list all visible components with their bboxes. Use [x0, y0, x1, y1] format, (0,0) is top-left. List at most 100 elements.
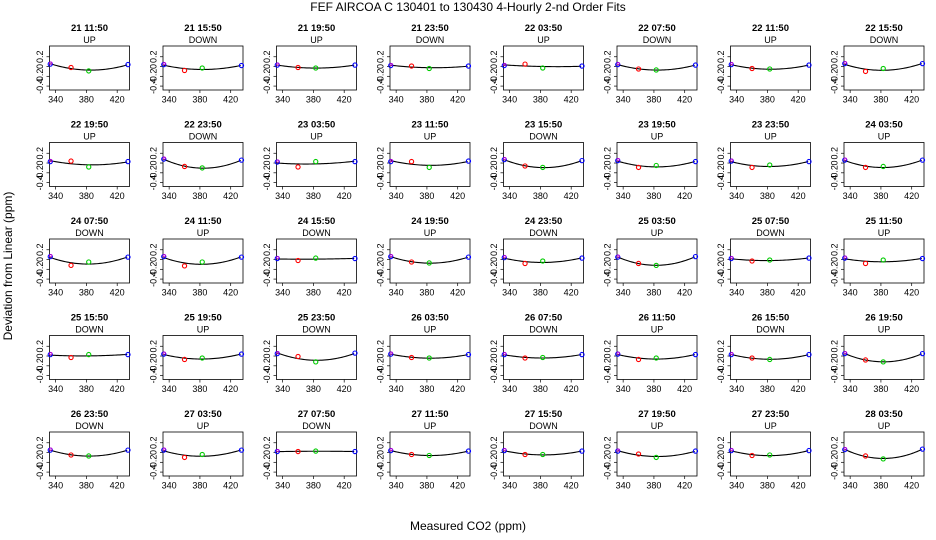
x-tick-label: 380: [306, 95, 321, 105]
data-point: [465, 63, 472, 69]
panel-direction-label: UP: [424, 325, 437, 335]
y-tick-label: -0.2: [716, 358, 726, 374]
data-point: [880, 456, 886, 462]
panel-frame: [843, 142, 925, 187]
fit-curve: [50, 63, 128, 71]
y-tick-label: 0: [148, 450, 158, 455]
data-point: [352, 448, 358, 455]
x-tick-label: 420: [450, 288, 465, 298]
panel-time-label: 25 03:50: [638, 216, 676, 227]
fit-curve: [390, 450, 468, 457]
panel-time-label: 24 11:50: [185, 216, 222, 227]
x-tick-label: 420: [337, 95, 352, 105]
panel-time-label: 27 23:50: [752, 409, 790, 420]
x-tick-label: 340: [389, 95, 404, 105]
x-tick-label: 420: [450, 481, 465, 491]
data-point: [465, 254, 472, 260]
panel-time-label: 27 15:50: [525, 409, 563, 420]
y-tick-label: 0: [262, 354, 272, 359]
data-point: [276, 448, 280, 453]
data-point: [295, 257, 301, 264]
panel-frame: [162, 142, 244, 187]
y-tick-label: -0.2: [829, 69, 839, 85]
panel-time-label: 23 15:50: [525, 120, 563, 131]
y-tick-label: 0.2: [716, 147, 726, 160]
panel-frame: [49, 335, 130, 380]
y-tick-label: -0.2: [716, 262, 726, 278]
fit-curve: [50, 160, 128, 166]
data-point: [125, 61, 131, 68]
data-point: [806, 158, 812, 165]
y-tick-label: 0.2: [489, 50, 499, 63]
x-tick-label: 420: [564, 95, 579, 105]
x-tick-label: 380: [646, 481, 661, 491]
y-tick-label: 0.2: [716, 340, 726, 353]
panel-frame: [616, 431, 698, 477]
x-tick-label: 380: [760, 481, 775, 491]
data-point: [408, 354, 415, 361]
x-tick-label: 380: [873, 95, 888, 105]
y-tick-label: -0.2: [148, 262, 158, 278]
x-tick-label: 380: [419, 95, 434, 105]
y-tick-label: 0.2: [262, 340, 272, 353]
y-tick-label: -0.4: [35, 464, 45, 480]
data-point: [692, 158, 699, 165]
panel-direction-label: UP: [878, 325, 891, 335]
panel-frame: [616, 238, 698, 284]
y-tick-label: 0: [375, 450, 385, 455]
y-tick-label: -0.2: [602, 455, 612, 471]
x-tick-label: 420: [791, 191, 806, 201]
panel-frame: [276, 142, 357, 187]
data-point: [540, 65, 546, 71]
panel-time-label: 21 19:50: [298, 23, 336, 34]
data-point: [408, 63, 415, 69]
x-tick-label: 340: [162, 384, 177, 394]
x-tick-label: 340: [275, 384, 290, 394]
x-tick-label: 420: [677, 191, 692, 201]
panel-direction-label: UP: [424, 421, 437, 431]
y-tick-label: -0.4: [602, 271, 612, 287]
y-tick-label: 0: [716, 450, 726, 455]
data-point: [692, 351, 699, 358]
panel-direction-label: UP: [878, 132, 891, 142]
data-point: [86, 259, 92, 265]
panel-time-label: 26 07:50: [525, 313, 563, 324]
fit-curve: [163, 256, 241, 265]
panel-direction-label: UP: [764, 421, 777, 431]
data-point: [238, 351, 245, 357]
data-point: [880, 359, 886, 365]
x-tick-label: 420: [337, 481, 352, 491]
y-tick-label: -0.4: [148, 368, 158, 384]
y-tick-label: -0.4: [489, 368, 499, 384]
y-axis-label: Deviation from Linear (ppm): [1, 192, 15, 341]
y-tick-label: -0.4: [602, 368, 612, 384]
y-tick-label: 0.2: [602, 50, 612, 63]
y-tick-label: -0.2: [829, 165, 839, 181]
fit-curve: [390, 160, 468, 166]
panel-time-label: 23 03:50: [298, 120, 336, 131]
x-tick-label: 340: [616, 288, 631, 298]
panel-direction-label: DOWN: [529, 421, 558, 431]
x-tick-label: 380: [646, 384, 661, 394]
y-tick-label: 0: [829, 161, 839, 166]
panel-direction-label: UP: [197, 228, 210, 238]
x-tick-label: 340: [162, 481, 177, 491]
data-point: [68, 158, 74, 164]
y-tick-label: -0.2: [35, 165, 45, 181]
x-tick-label: 340: [729, 481, 744, 491]
y-tick-label: -0.4: [148, 78, 158, 94]
x-tick-label: 380: [192, 384, 207, 394]
y-tick-label: -0.2: [35, 455, 45, 471]
panel-direction-label: DOWN: [189, 35, 218, 45]
x-tick-label: 340: [275, 481, 290, 491]
data-point: [426, 65, 432, 72]
panel-time-label: 22 15:50: [865, 23, 903, 34]
